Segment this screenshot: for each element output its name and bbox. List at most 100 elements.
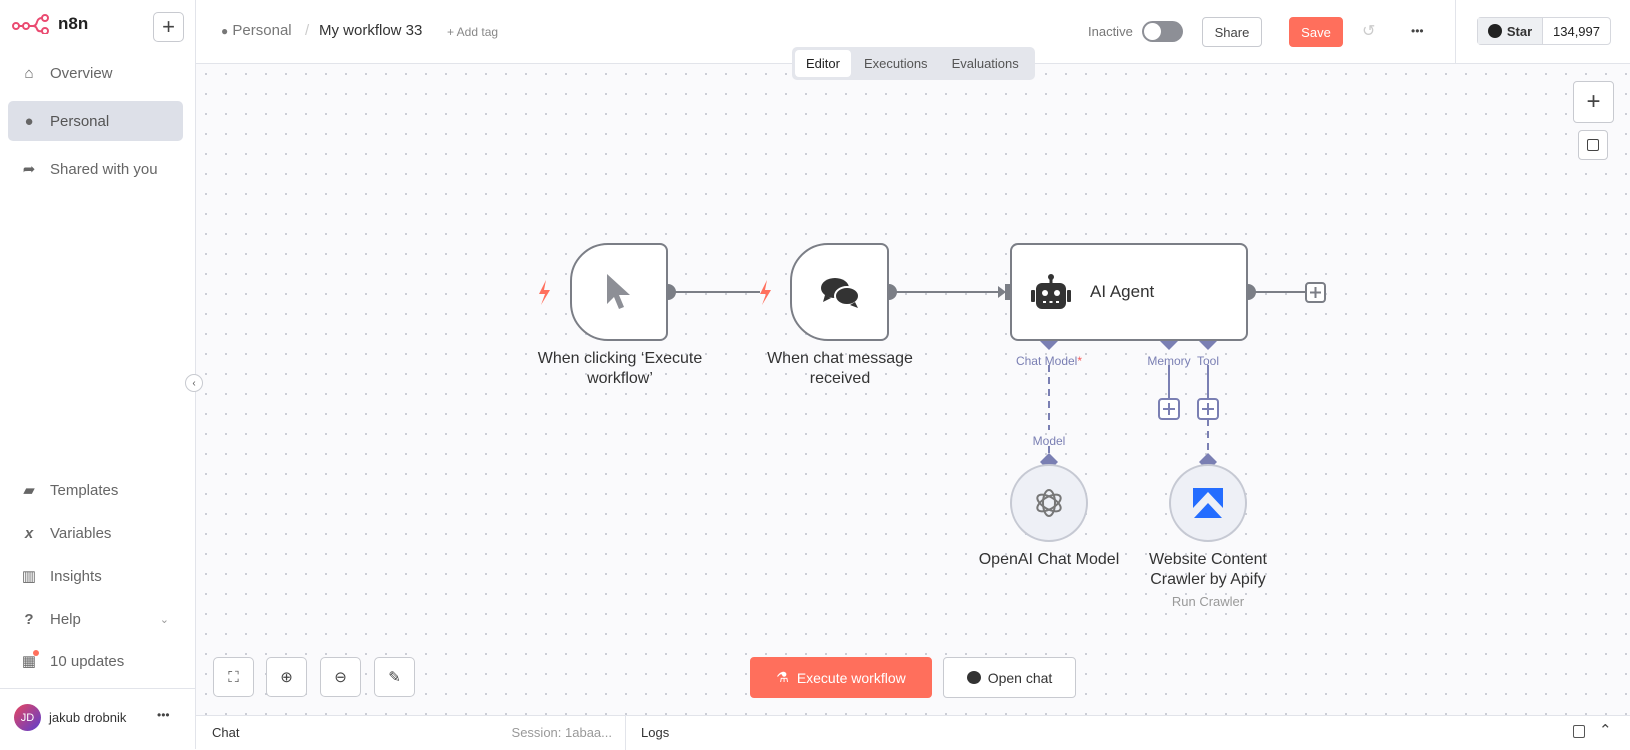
label-line: When clicking ‘Execute	[537, 350, 703, 367]
execute-label: Execute workflow	[796, 669, 906, 686]
user-menu[interactable]: JD jakub drobnik	[14, 704, 126, 731]
tab-executions[interactable]: Executions	[863, 56, 928, 71]
sidebar-item-overview[interactable]: ⌂ Overview	[8, 53, 183, 93]
sidebar-item-insights[interactable]: ▥ Insights	[8, 556, 183, 596]
create-new-button[interactable]: +	[153, 12, 184, 42]
collapse-sidebar-button[interactable]: ‹	[185, 374, 203, 392]
chat-icon	[966, 671, 981, 684]
breadcrumb-separator: /	[305, 22, 310, 39]
tab-evaluations[interactable]: Evaluations	[951, 56, 1019, 71]
plus-icon	[1310, 287, 1321, 298]
chevron-up-icon[interactable]: ⌃	[1599, 722, 1612, 739]
tidy-up-button[interactable]: ✎	[374, 657, 415, 697]
node-ai-agent-label: AI Agent	[1090, 282, 1155, 301]
sidebar-item-label: Personal	[50, 112, 110, 130]
chevron-down-icon: ⌄	[159, 613, 169, 626]
label-line: Website Content	[1149, 551, 1267, 568]
sidebar-item-label: Shared with you	[50, 160, 158, 178]
share-button[interactable]: Share	[1202, 17, 1262, 47]
fit-view-button[interactable]: ⛶	[213, 657, 254, 697]
sidebar-item-templates[interactable]: ▰ Templates	[8, 470, 183, 510]
agent-input-handle	[1005, 284, 1012, 300]
save-button[interactable]: Save	[1289, 17, 1343, 47]
sidebar-item-personal[interactable]: ● Personal	[8, 101, 183, 141]
node-manual-trigger-label: When clicking ‘Execute workflow’	[510, 349, 730, 389]
toggle-knob	[1144, 23, 1161, 40]
node-openai-label: OpenAI Chat Model	[978, 551, 1120, 568]
port-label-model: Model	[1032, 434, 1066, 448]
sidebar-item-label: Overview	[50, 64, 113, 82]
sidebar: n8n + ⌂ Overview ● Personal ➦ Shared with y…	[0, 0, 196, 749]
label-line: received	[809, 370, 871, 387]
workflow-canvas[interactable]	[196, 64, 1630, 715]
sidebar-item-shared[interactable]: ➦ Shared with you	[8, 149, 183, 189]
zoom-out-icon: ⊖	[334, 669, 347, 686]
node-manual-trigger[interactable]	[570, 243, 668, 341]
tab-editor[interactable]: Editor	[795, 50, 851, 77]
broom-icon: ✎	[388, 669, 401, 686]
add-tag-button[interactable]: + Add tag	[447, 25, 499, 39]
logs-panel-title[interactable]: Logs	[641, 725, 670, 740]
user-icon: ●	[221, 24, 229, 38]
node-chat-trigger[interactable]	[790, 243, 889, 341]
sidebar-item-help[interactable]: ? Help ⌄	[8, 599, 183, 639]
brand-name: n8n	[58, 14, 89, 33]
execute-workflow-button[interactable]: ⚗ Execute workflow	[750, 657, 932, 698]
chat-panel-title[interactable]: Chat	[212, 725, 240, 740]
github-star-button[interactable]: Star 134,997	[1477, 17, 1611, 45]
sticky-note-button[interactable]	[1578, 130, 1608, 160]
sidebar-item-label: Templates	[50, 481, 119, 499]
node-apify-subtitle: Run Crawler	[1171, 594, 1245, 609]
avatar: JD	[14, 704, 41, 731]
zoom-in-icon: ⊕	[280, 669, 293, 686]
status-label: Inactive	[1088, 24, 1133, 39]
port-label-memory: Memory	[1147, 354, 1191, 368]
pop-out-icon[interactable]	[1573, 725, 1585, 738]
label-line: Crawler by Apify	[1150, 571, 1266, 588]
more-options-button[interactable]: •••	[1411, 24, 1424, 38]
sidebar-item-label: 10 updates	[50, 652, 125, 670]
variable-icon: x	[24, 524, 34, 542]
zoom-out-button[interactable]: ⊖	[320, 657, 361, 697]
node-apify-crawler[interactable]	[1169, 464, 1247, 542]
trigger-bolt-icon	[539, 280, 550, 305]
user-more-icon[interactable]: •••	[157, 708, 170, 722]
sidebar-item-updates[interactable]: ▦ 10 updates	[8, 641, 183, 681]
n8n-logo-icon	[12, 14, 49, 34]
robot-icon	[1031, 274, 1071, 309]
breadcrumb-project-label: Personal	[232, 22, 292, 39]
home-icon: ⌂	[24, 64, 34, 82]
zoom-in-button[interactable]: ⊕	[266, 657, 307, 697]
session-id[interactable]: Session: 1abaa...	[511, 725, 612, 740]
node-ai-agent[interactable]: AI Agent	[1010, 243, 1248, 341]
bottom-panel: Chat Session: 1abaa... Logs ⌃	[196, 715, 1630, 750]
history-icon[interactable]: ↺	[1362, 23, 1376, 40]
open-chat-button[interactable]: Open chat	[943, 657, 1076, 698]
n8n-logo[interactable]: n8n	[12, 14, 88, 34]
active-toggle[interactable]	[1142, 21, 1183, 42]
user-name: jakub drobnik	[49, 710, 127, 725]
add-node-button[interactable]: +	[1573, 81, 1614, 123]
open-chat-label: Open chat	[987, 669, 1053, 686]
arrow-head	[998, 286, 1006, 298]
breadcrumb-project[interactable]: ● Personal	[221, 22, 292, 39]
sticky-note-icon	[1587, 139, 1599, 151]
sidebar-item-label: Variables	[50, 524, 112, 542]
sidebar-divider	[0, 688, 196, 689]
node-openai-chat-model[interactable]	[1010, 464, 1088, 542]
workflow-name[interactable]: My workflow 33	[319, 22, 423, 39]
sidebar-item-variables[interactable]: x Variables	[8, 513, 183, 553]
question-icon: ?	[24, 610, 34, 628]
notification-dot	[33, 650, 39, 656]
port-label-text: Chat Model	[1015, 354, 1078, 368]
apify-icon	[1193, 488, 1223, 518]
trigger-bolt-icon	[760, 280, 771, 305]
chart-icon: ▥	[21, 568, 37, 585]
sidebar-item-label: Insights	[50, 567, 102, 585]
star-label: Star	[1506, 23, 1533, 39]
port-label-tool: Tool	[1196, 354, 1219, 368]
chat-bubbles-icon	[820, 278, 860, 308]
label-line: When chat message	[767, 350, 913, 367]
github-star: Star	[1478, 18, 1543, 44]
panel-divider	[625, 716, 626, 750]
